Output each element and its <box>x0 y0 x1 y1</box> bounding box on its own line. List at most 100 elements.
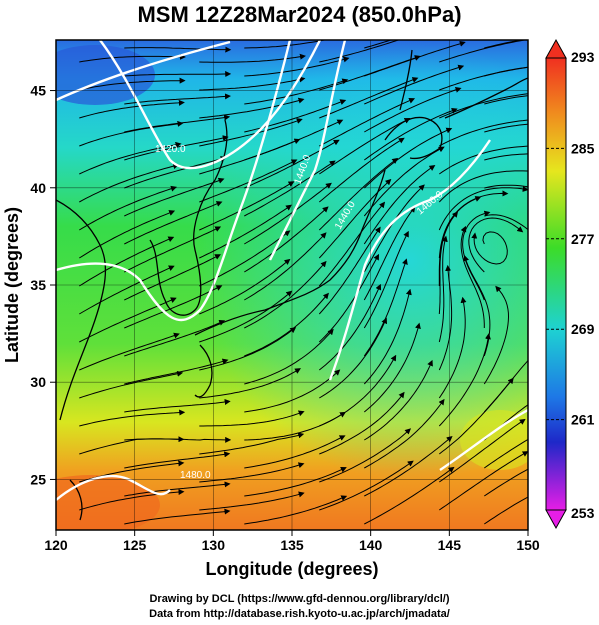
streamline <box>199 327 297 371</box>
x-tick-label: 125 <box>123 537 147 553</box>
colorbar-top-triangle <box>545 38 567 59</box>
streamline <box>199 491 305 511</box>
streamline <box>79 436 185 455</box>
streamline <box>363 184 425 273</box>
streamline <box>199 118 303 147</box>
grid-lines <box>56 40 528 530</box>
chart-title: MSM 12Z28Mar2024 (850.0hPa) <box>137 2 462 27</box>
coast-taiwan <box>69 479 83 521</box>
streamlines <box>79 40 528 525</box>
streamline <box>79 163 180 203</box>
streamline <box>124 135 229 161</box>
contour-1440-a <box>56 40 292 322</box>
streamline <box>483 285 510 385</box>
streamline <box>244 40 328 49</box>
y-tick-label: 40 <box>30 180 46 196</box>
streamline <box>439 119 528 147</box>
streamline <box>484 184 528 189</box>
credit-dcl: Drawing by DCL (https://www.gfd-dennou.o… <box>149 593 450 605</box>
streamline <box>124 358 229 385</box>
streamline <box>124 320 226 357</box>
colorbar-tick-label: 285 <box>571 140 595 156</box>
coast-honshu <box>194 169 386 336</box>
streamline <box>244 260 327 329</box>
streamline <box>319 428 412 483</box>
streamline <box>364 64 465 105</box>
streamline <box>484 468 528 497</box>
streamline <box>79 120 184 147</box>
x-tick-label: 130 <box>202 537 226 553</box>
streamline <box>484 95 528 105</box>
contour-1480-b <box>56 474 171 501</box>
streamline <box>79 99 185 119</box>
streamline <box>244 411 346 441</box>
coast-korea <box>149 119 228 316</box>
streamline <box>124 481 231 497</box>
streamline <box>363 127 453 189</box>
streamline <box>199 76 306 91</box>
streamline <box>438 333 491 427</box>
streamline <box>199 204 292 259</box>
coast-kurils <box>444 77 528 119</box>
contour-1400 <box>56 40 231 102</box>
streamline <box>364 86 462 133</box>
streamline <box>364 435 453 497</box>
streamline <box>124 93 231 105</box>
streamline <box>363 322 421 413</box>
streamline <box>363 258 408 357</box>
streamline <box>319 97 416 147</box>
streamline <box>199 290 293 343</box>
streamline <box>244 139 340 189</box>
streamline <box>79 409 186 427</box>
colorbar-body <box>545 57 567 511</box>
streamline <box>471 231 508 265</box>
streamline <box>244 56 350 77</box>
contour-label: 1480.0 <box>180 470 211 481</box>
streamline <box>484 496 528 525</box>
streamline <box>124 46 232 53</box>
contour-1460 <box>328 139 491 381</box>
coast-kyushu <box>194 344 213 398</box>
y-tick-label: 35 <box>30 277 46 293</box>
streamline <box>318 283 382 371</box>
streamline <box>462 210 491 301</box>
streamline <box>318 226 381 315</box>
streamline <box>199 97 305 119</box>
streamline <box>199 159 298 203</box>
streamline <box>319 391 405 455</box>
streamline <box>439 451 528 511</box>
colorbar: 293 285 277 269 261 253 <box>545 38 595 530</box>
streamline <box>79 332 180 371</box>
colorbar-tick-label: 293 <box>571 49 595 65</box>
streamline <box>124 201 223 245</box>
streamline <box>244 78 349 105</box>
streamline <box>318 157 399 231</box>
streamline <box>244 435 346 469</box>
streamline <box>79 265 175 315</box>
streamline <box>484 214 528 231</box>
streamline <box>124 156 227 189</box>
streamline <box>468 217 524 273</box>
streamline <box>124 70 232 77</box>
contour-1420 <box>99 40 322 170</box>
x-tick-label: 145 <box>438 537 462 553</box>
credit-data-source: Data from http://database.rish.kyoto-u.a… <box>149 608 450 620</box>
coastlines <box>56 49 528 521</box>
streamline <box>438 296 467 399</box>
streamline <box>244 495 348 525</box>
coast-sakhalin <box>399 49 413 111</box>
streamline <box>460 225 485 328</box>
streamline <box>79 236 175 287</box>
x-tick-label: 135 <box>280 537 304 553</box>
streamline <box>363 288 412 385</box>
streamline <box>124 399 231 413</box>
colorbar-bottom-triangle <box>545 509 567 530</box>
contours <box>56 40 528 501</box>
colorbar-tick-label: 269 <box>571 321 595 337</box>
streamline <box>244 232 327 301</box>
streamline <box>79 185 177 231</box>
streamline <box>363 164 436 245</box>
streamline <box>199 410 305 427</box>
streamline <box>438 235 448 343</box>
